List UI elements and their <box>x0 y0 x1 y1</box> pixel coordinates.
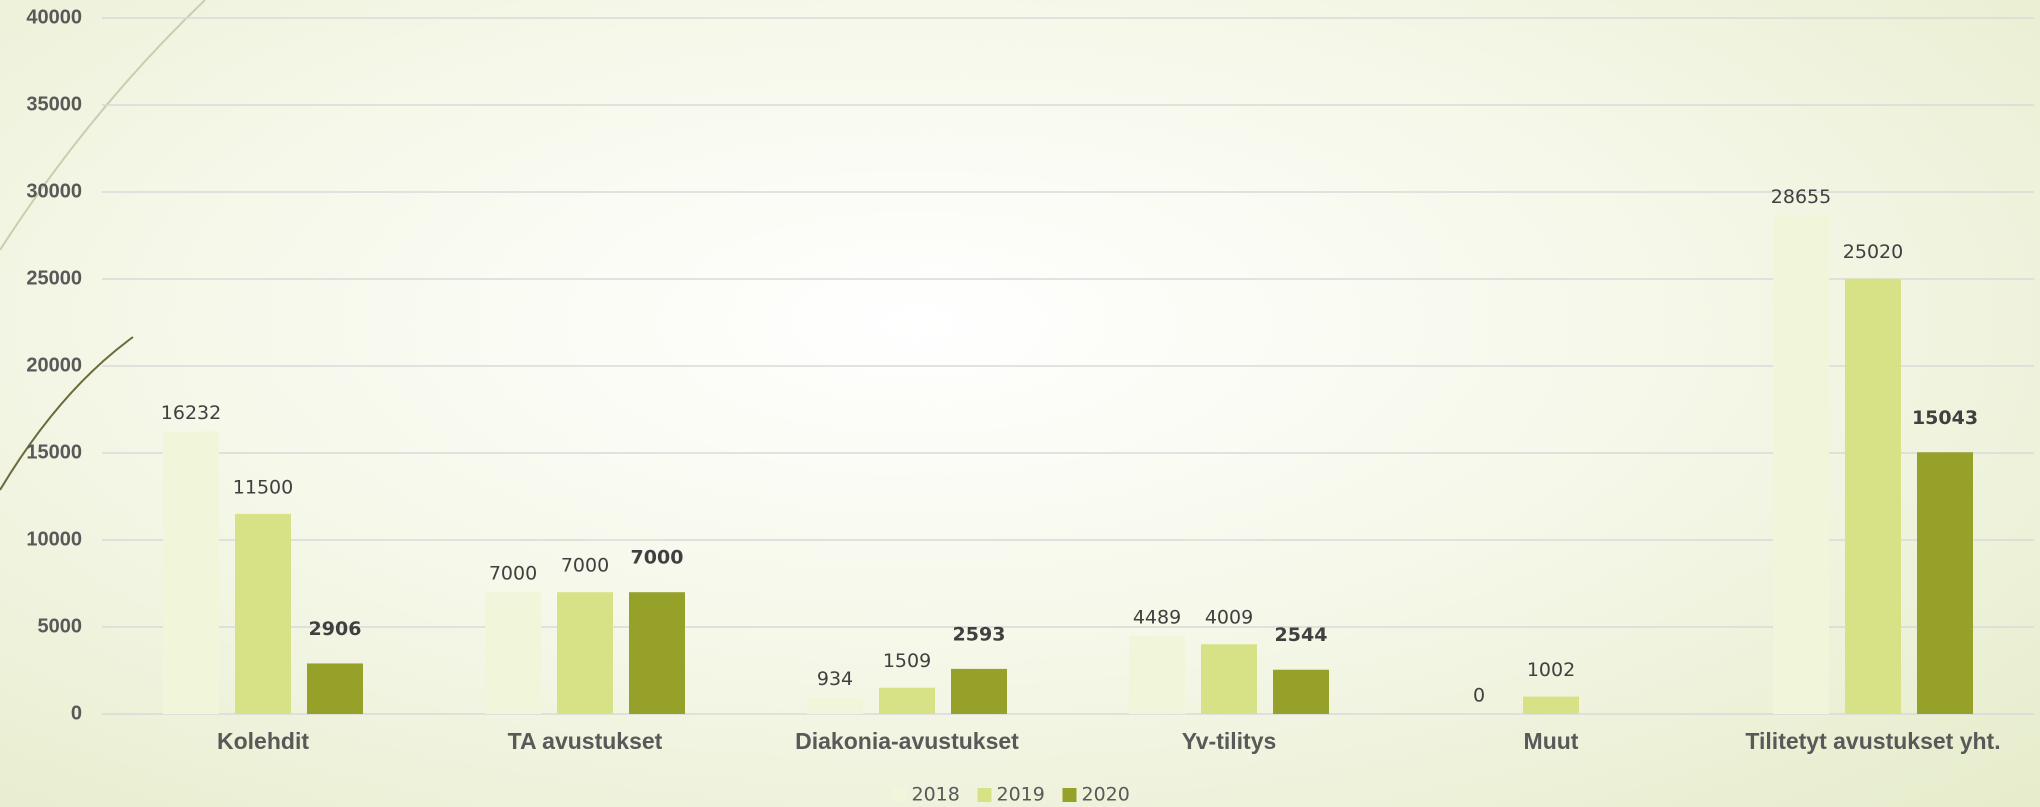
x-tick-label: Tilitetyt avustukset yht. <box>1745 728 2000 754</box>
y-tick-label: 5000 <box>38 615 83 637</box>
data-label: 15043 <box>1912 407 1978 429</box>
bar <box>629 592 685 714</box>
data-label: 28655 <box>1771 186 1831 208</box>
y-tick-label: 15000 <box>26 441 82 463</box>
data-label: 4009 <box>1205 607 1253 629</box>
x-tick-label: Muut <box>1524 728 1579 754</box>
data-label: 11500 <box>233 476 293 498</box>
y-tick-label: 25000 <box>26 267 82 289</box>
y-tick-label: 30000 <box>26 180 82 202</box>
bar <box>557 592 613 714</box>
bar <box>1201 644 1257 714</box>
data-label: 2593 <box>953 623 1006 645</box>
data-label: 1002 <box>1527 659 1575 681</box>
legend-label: 2018 <box>912 784 960 806</box>
legend-swatch <box>892 788 907 802</box>
decoration <box>0 336 134 491</box>
bar <box>879 687 935 714</box>
data-label: 934 <box>817 668 853 690</box>
data-label: 7000 <box>561 555 609 577</box>
data-label: 1509 <box>883 650 931 672</box>
x-tick-label: Kolehdit <box>217 728 309 754</box>
data-label: 7000 <box>489 563 537 585</box>
legend-swatch <box>977 788 992 802</box>
bar <box>1523 696 1579 714</box>
bar <box>807 697 863 714</box>
bar <box>1773 215 1829 714</box>
bar <box>485 592 541 714</box>
data-label: 2544 <box>1275 624 1328 646</box>
y-tick-label: 10000 <box>26 528 82 550</box>
x-tick-label: TA avustukset <box>508 728 663 754</box>
bar <box>1845 278 1901 714</box>
x-tick-label: Diakonia-avustukset <box>795 728 1019 754</box>
bar <box>235 513 291 714</box>
data-label: 4489 <box>1133 606 1181 628</box>
data-label: 0 <box>1473 685 1485 707</box>
data-label: 2906 <box>309 618 362 640</box>
data-label: 7000 <box>631 547 684 569</box>
x-tick-label: Yv-tilitys <box>1182 728 1277 754</box>
y-tick-label: 35000 <box>26 93 82 115</box>
legend-label: 2020 <box>1082 784 1130 806</box>
y-tick-label: 40000 <box>26 6 82 28</box>
data-label: 25020 <box>1843 241 1903 263</box>
legend-swatch <box>1062 788 1077 802</box>
bar <box>951 668 1007 714</box>
data-label: 16232 <box>161 402 221 424</box>
bar <box>307 663 363 714</box>
decoration <box>0 0 206 251</box>
bar <box>1129 635 1185 714</box>
y-tick-label: 20000 <box>26 354 82 376</box>
bar <box>163 431 219 714</box>
legend-label: 2019 <box>997 784 1045 806</box>
bar <box>1273 669 1329 714</box>
bar <box>1917 452 1973 714</box>
y-tick-label: 0 <box>71 702 82 724</box>
